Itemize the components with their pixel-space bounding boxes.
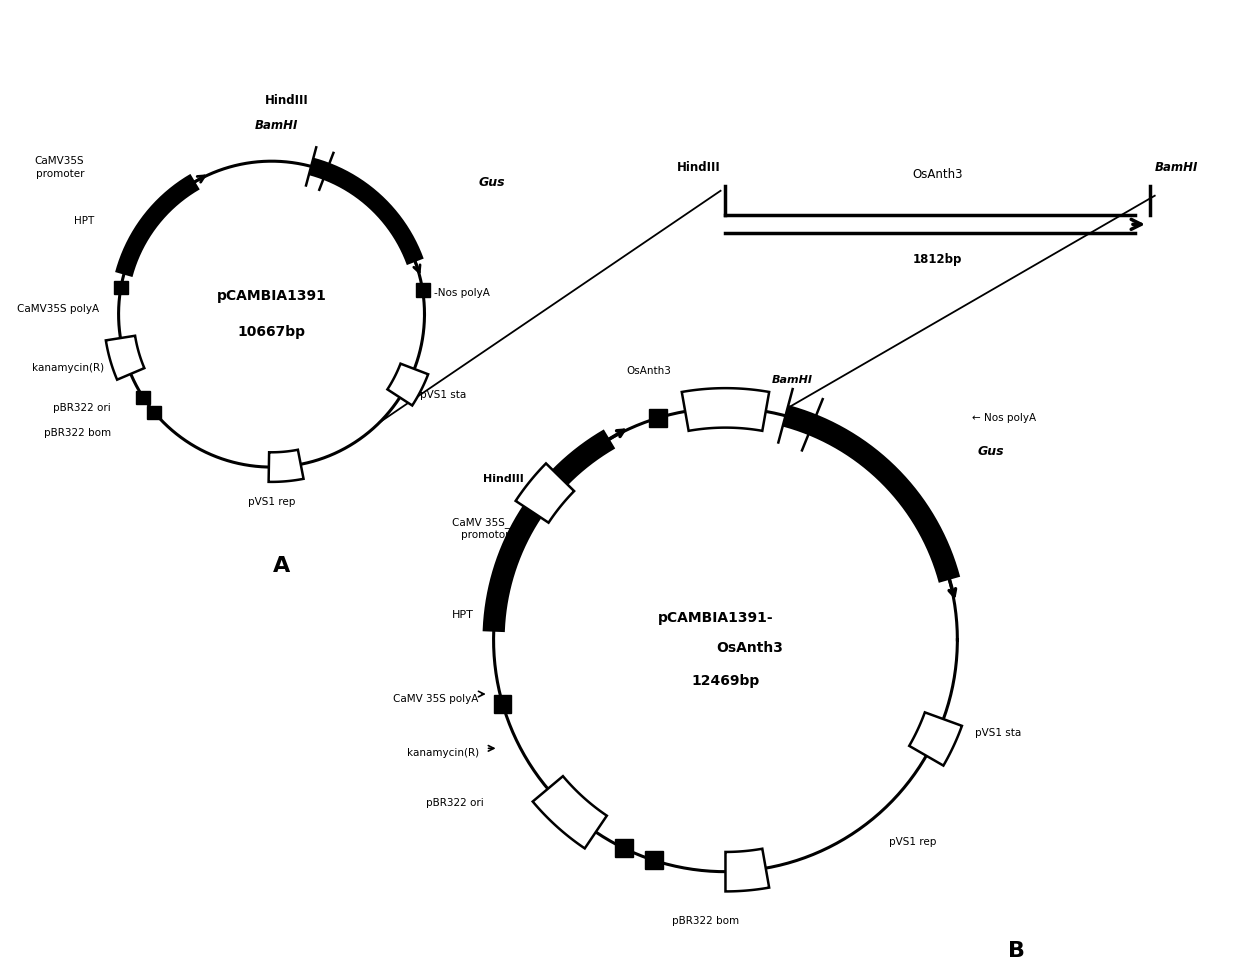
Bar [136, 391, 150, 404]
Text: pVS1 rep: pVS1 rep [889, 837, 936, 847]
Polygon shape [682, 388, 769, 430]
Polygon shape [387, 364, 428, 405]
Text: A: A [273, 556, 290, 576]
Text: kanamycin(R): kanamycin(R) [407, 748, 479, 758]
Text: -Nos polyA: -Nos polyA [434, 288, 490, 298]
Text: ← Nos polyA: ← Nos polyA [972, 413, 1037, 423]
Polygon shape [269, 450, 304, 482]
Text: pBR322 ori: pBR322 ori [53, 402, 110, 413]
Text: OsAnth3: OsAnth3 [717, 641, 784, 654]
Text: pVS1 sta: pVS1 sta [419, 391, 466, 400]
Bar [615, 840, 632, 857]
Polygon shape [725, 849, 769, 892]
Text: pCAMBIA1391-: pCAMBIA1391- [657, 611, 774, 625]
Text: CaMV 35S polyA: CaMV 35S polyA [393, 694, 479, 704]
Text: CaMV35S
promoter: CaMV35S promoter [35, 156, 84, 179]
Text: pCAMBIA1391: pCAMBIA1391 [217, 290, 326, 303]
Text: OsAnth3: OsAnth3 [626, 367, 671, 376]
Text: HindIII: HindIII [264, 94, 309, 107]
Text: HindIII: HindIII [677, 161, 720, 174]
Text: Gus: Gus [977, 445, 1003, 457]
Text: 1812bp: 1812bp [913, 253, 962, 266]
Text: CaMV35S polyA: CaMV35S polyA [16, 304, 99, 315]
Bar [494, 695, 511, 712]
Text: 10667bp: 10667bp [238, 325, 305, 339]
Text: HindIII: HindIII [482, 474, 523, 484]
Text: HPT: HPT [73, 216, 94, 226]
Text: OsAnth3: OsAnth3 [913, 168, 963, 180]
Polygon shape [516, 463, 574, 523]
Text: Gus: Gus [479, 176, 506, 189]
Text: BamHI: BamHI [771, 374, 812, 385]
Bar [148, 405, 161, 420]
Polygon shape [909, 712, 962, 765]
Text: pVS1 rep: pVS1 rep [248, 497, 295, 507]
Text: pBR322 ori: pBR322 ori [427, 798, 484, 808]
Text: BamHI: BamHI [1154, 161, 1198, 174]
Bar [649, 409, 667, 427]
Text: kanamycin(R): kanamycin(R) [32, 364, 104, 373]
Text: CaMV 35S_
promotor: CaMV 35S_ promotor [451, 517, 510, 540]
Text: B: B [1008, 941, 1025, 960]
Text: pBR322 bom: pBR322 bom [672, 916, 739, 926]
Bar [415, 284, 429, 297]
Bar [645, 851, 662, 869]
Text: BamHI: BamHI [254, 119, 298, 131]
Text: pBR322 bom: pBR322 bom [43, 427, 110, 437]
Text: pVS1 sta: pVS1 sta [975, 728, 1022, 738]
Polygon shape [105, 336, 144, 379]
Bar [114, 281, 128, 294]
Text: HPT: HPT [451, 610, 474, 620]
Text: 12469bp: 12469bp [692, 675, 760, 688]
Polygon shape [533, 776, 606, 848]
